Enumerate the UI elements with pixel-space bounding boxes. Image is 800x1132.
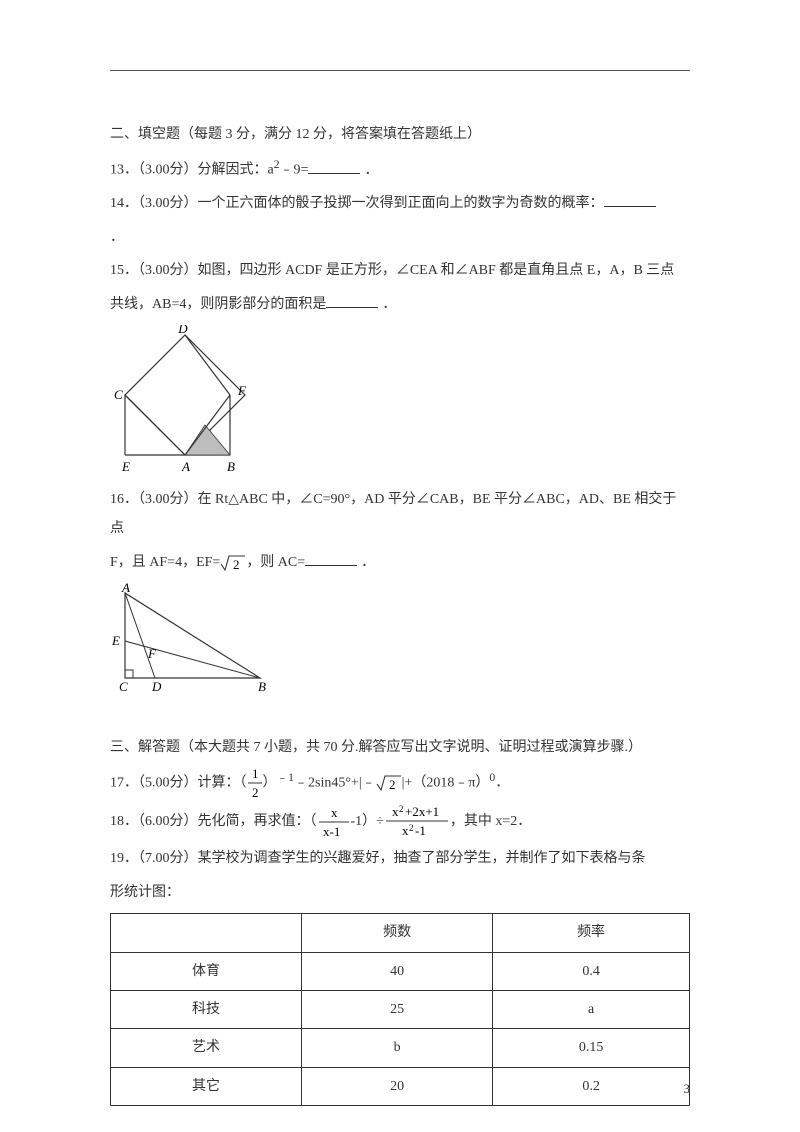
square-acdf [125,335,245,455]
q15-line1: 15．（3.00分）如图，四边形 ACDF 是正方形，∠CEA 和∠ABF 都是… [110,256,690,285]
right-angle-marker [125,670,133,678]
q19-line2: 形统计图： [110,878,690,907]
cell: 科技 [111,990,302,1028]
th-1: 频数 [302,914,493,952]
label-d: D [177,325,188,336]
cell: 0.4 [493,952,690,990]
svg-text:+2x+1: +2x+1 [405,804,439,819]
label-a: A [181,459,190,474]
cell: b [302,1029,493,1067]
svg-text:-1: -1 [415,823,426,838]
q15-tail: ． [382,297,396,312]
q15-line2-prefix: 共线，AB=4，则阴影部分的面积是 [110,297,326,312]
svg-text:1: 1 [252,766,259,781]
svg-text:2: 2 [252,785,259,800]
q18-mid2: ，其中 x=2． [450,815,531,830]
q18-prefix: 18．（6.00分）先化简，再求值：（ [110,815,317,830]
frac-1-2: 12 [247,776,263,791]
q14-tail-line: ． [110,223,690,252]
cell: 其它 [111,1067,302,1105]
section2-title: 二、填空题（每题 3 分，满分 12 分，将答案填在答题纸上） [110,120,690,149]
th-0 [111,914,302,952]
page-number: 3 [684,1075,691,1102]
q17: 17．（5.00分）计算：（12）﹣1﹣2sin45°+|﹣2|+（2018﹣π… [110,766,690,800]
line-ca [125,395,185,455]
q17-prefix: 17．（5.00分）计算：（ [110,776,247,791]
q15-line2: 共线，AB=4，则阴影部分的面积是 ． [110,290,690,319]
section3-title: 三、解答题（本大题共 7 小题，共 70 分.解答应写出文字说明、证明过程或演算… [110,733,690,762]
q13-prefix: 13．（3.00分）分解因式：a [110,163,274,178]
q13-tail: ． [364,163,378,178]
q13: 13．（3.00分）分解因式：a2﹣9=． [110,153,690,185]
top-horizontal-rule [110,70,690,71]
cell: 0.2 [493,1067,690,1105]
label-c: C [114,387,123,402]
content-area: 二、填空题（每题 3 分，满分 12 分，将答案填在答题纸上） 13．（3.00… [110,60,690,1106]
frac-q18-2: x2+2x+1x2-1 [384,815,450,830]
q19-line1: 19．（7.00分）某学校为调查学生的兴趣爱好，抽查了部分学生，并制作了如下表格… [110,844,690,873]
figure-q16: A E F C D B [110,583,280,693]
label-f16: F [147,646,157,661]
svg-text:2: 2 [399,804,404,814]
q18: 18．（6.00分）先化简，再求值：（xx-1-1）÷x2+2x+1x2-1，其… [110,804,690,840]
q14: 14．（3.00分）一个正六面体的骰子投掷一次得到正面向上的数字为奇数的概率： [110,189,690,218]
label-e16: E [111,633,120,648]
sqrt2-q17: 2 [376,776,402,791]
svg-text:2: 2 [389,777,396,792]
th-2: 频率 [493,914,690,952]
q16-line1: 16．（3.00分）在 Rt△ABC 中，∠C=90°，AD 平分∠CAB，BE… [110,485,690,544]
q17-mid2: ﹣2sin45°+|﹣ [294,776,376,791]
table-row: 科技 25 a [111,990,690,1028]
q13-mid: ﹣9= [280,163,309,178]
cell: 0.15 [493,1029,690,1067]
q17-mid3: |+（2018﹣π） [402,776,490,791]
svg-text:x: x [331,805,338,820]
q15-blank [326,293,378,308]
label-f: F [237,383,247,398]
table-row: 艺术 b 0.15 [111,1029,690,1067]
svg-text:x-1: x-1 [323,824,340,839]
cell: 20 [302,1067,493,1105]
frac-x-xminus1: xx-1 [317,815,351,830]
svg-text:2: 2 [409,823,414,833]
table-row: 其它 20 0.2 [111,1067,690,1105]
svg-text:2: 2 [233,557,240,572]
sqrt2-q16: 2 [220,555,246,570]
q17-mid1: ） [263,776,277,791]
cell: a [493,990,690,1028]
shaded-triangle [185,425,230,455]
q16-mid: ，则 AC= [246,555,305,570]
label-c16: C [119,679,128,693]
q17-tail: ． [495,776,509,791]
cell: 体育 [111,952,302,990]
cell: 25 [302,990,493,1028]
cell: 40 [302,952,493,990]
q16-line2-prefix: F，且 AF=4，EF= [110,555,220,570]
figure-q15: D C F E A B [110,325,270,475]
q18-mid1: -1）÷ [351,815,384,830]
label-d16: D [151,679,162,693]
frequency-table: 频数 频率 体育 40 0.4 科技 25 a 艺术 b 0.15 其它 20 … [110,913,690,1106]
table-row: 体育 40 0.4 [111,952,690,990]
label-a16: A [121,583,130,595]
q14-blank [604,192,656,207]
svg-text:x: x [402,823,409,838]
q14-text: 14．（3.00分）一个正六面体的骰子投掷一次得到正面向上的数字为奇数的概率： [110,196,604,211]
label-e: E [121,459,130,474]
line-ad [125,593,155,678]
q17-exp1: ﹣1 [277,771,295,784]
table-header-row: 频数 频率 [111,914,690,952]
q16-tail: ． [361,555,375,570]
cell: 艺术 [111,1029,302,1067]
triangle-abc [125,593,260,678]
q16-line2: F，且 AF=4，EF= 2 ，则 AC= ． [110,548,690,577]
svg-text:x: x [392,804,399,819]
q13-blank [308,159,360,174]
q16-blank [305,551,357,566]
label-b16: B [258,679,266,693]
line-df [185,335,230,395]
line-eb [125,641,260,678]
label-b: B [227,459,235,474]
